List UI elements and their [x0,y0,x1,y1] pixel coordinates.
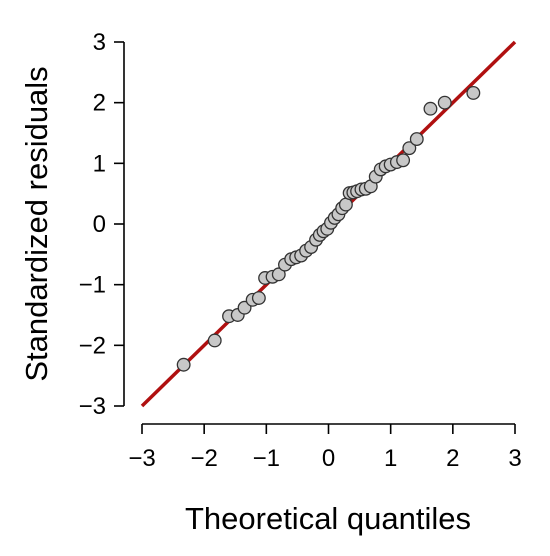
x-tick-label: −3 [128,445,155,472]
y-axis-title: Standardized residuals [19,66,54,381]
points-layer [176,86,481,372]
data-point [423,101,438,116]
y-tick-label: −1 [79,272,106,299]
x-tick-label: −2 [190,445,217,472]
x-tick-label: 0 [322,445,335,472]
x-tick-label: 2 [446,445,459,472]
x-axis: −3 −2 −1 0 1 2 3 [128,423,522,472]
data-point [466,86,481,100]
x-tick-label: 1 [384,445,397,472]
data-point [409,132,424,147]
y-tick-label: 0 [93,211,106,238]
y-tick-label: −2 [79,332,106,359]
data-point [176,357,191,372]
y-tick-label: 3 [93,29,106,56]
data-point [271,267,286,282]
x-tick-label: 3 [508,445,521,472]
data-point [251,291,266,305]
y-axis: −3 −2 −1 0 1 2 3 [79,29,125,420]
x-axis-title: Theoretical quantiles [185,501,471,536]
y-tick-label: 2 [93,90,106,117]
data-point [437,95,452,110]
data-point [396,153,411,168]
x-tick-label: −1 [253,445,280,472]
data-point [207,333,222,348]
data-point [402,141,417,156]
data-point [338,197,353,212]
y-tick-label: −3 [79,393,106,420]
y-tick-label: 1 [93,150,106,177]
